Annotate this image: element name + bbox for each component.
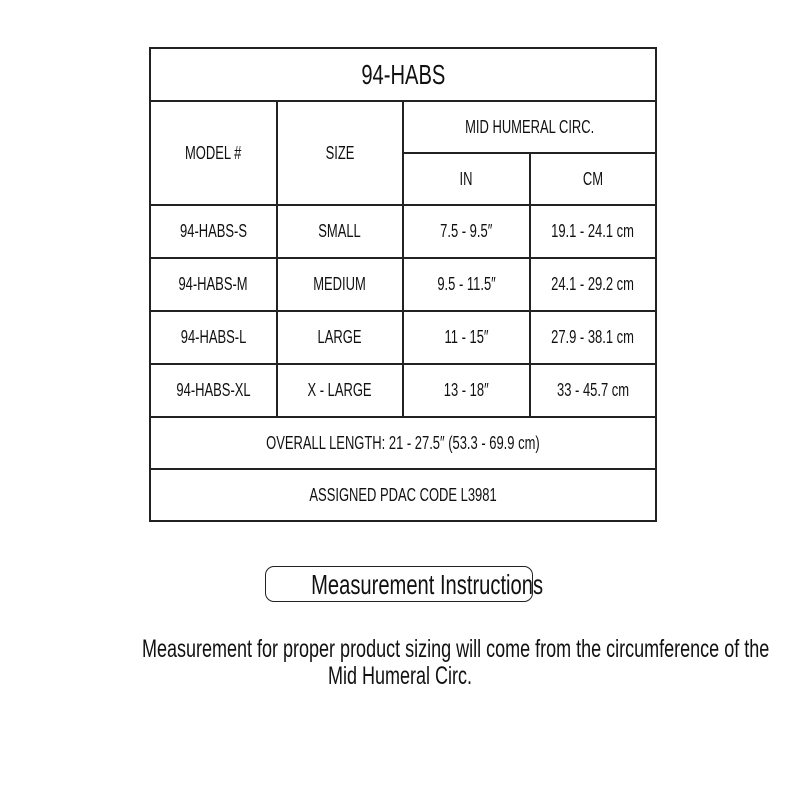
cell-model: 94-HABS-XL <box>149 363 278 418</box>
model-text: 94-HABS-XL <box>176 380 251 400</box>
header-size-text: SIZE <box>325 142 355 163</box>
header-group-text: MID HUMERAL CIRC. <box>464 116 595 137</box>
title-text: 94-HABS <box>360 58 446 90</box>
model-text: 94-HABS-L <box>180 327 247 347</box>
table-row: 94-HABS-L LARGE 11 - 15″ 27.9 - 38.1 cm <box>149 310 657 365</box>
table-row: 94-HABS-M MEDIUM 9.5 - 11.5″ 24.1 - 29.2… <box>149 257 657 312</box>
instructions-text: Measurement for proper product sizing wi… <box>20 636 780 690</box>
pdac-code: ASSIGNED PDAC CODE L3981 <box>149 468 657 522</box>
cell-in: 11 - 15″ <box>402 310 531 365</box>
header-model-text: MODEL # <box>185 142 242 163</box>
instructions-line-1: Measurement for proper product sizing wi… <box>141 635 770 663</box>
overall-length: OVERALL LENGTH: 21 - 27.5″ (53.3 - 69.9 … <box>149 416 657 470</box>
instructions-line-2: Mid Humeral Circ. <box>327 662 473 690</box>
table-row: 94-HABS-S SMALL 7.5 - 9.5″ 19.1 - 24.1 c… <box>149 204 657 259</box>
cell-size: SMALL <box>275 204 404 259</box>
header-mid-humeral: MID HUMERAL CIRC. <box>402 100 657 154</box>
cell-model: 94-HABS-S <box>149 204 278 259</box>
header-cm: CM <box>528 152 657 206</box>
table-title: 94-HABS <box>149 47 657 102</box>
measurement-instructions-text: Measurement Instructions <box>311 569 544 600</box>
cm-text: 27.9 - 38.1 cm <box>551 327 635 347</box>
in-text: 11 - 15″ <box>444 327 489 347</box>
model-text: 94-HABS-M <box>178 274 248 294</box>
header-model: MODEL # <box>149 100 278 206</box>
cell-cm: 33 - 45.7 cm <box>528 363 657 418</box>
cell-in: 7.5 - 9.5″ <box>402 204 531 259</box>
cm-text: 24.1 - 29.2 cm <box>551 274 635 294</box>
cell-cm: 24.1 - 29.2 cm <box>528 257 657 312</box>
size-text: X - LARGE <box>307 380 372 400</box>
cell-size: X - LARGE <box>275 363 404 418</box>
cm-text: 19.1 - 24.1 cm <box>551 221 635 241</box>
header-size: SIZE <box>275 100 404 206</box>
header-in: IN <box>402 152 531 206</box>
cell-cm: 19.1 - 24.1 cm <box>528 204 657 259</box>
measurement-instructions-label: Measurement Instructions <box>265 566 543 602</box>
sizing-table: 94-HABS MODEL # SIZE MID HUMERAL CIRC. I… <box>149 47 657 522</box>
cell-in: 13 - 18″ <box>402 363 531 418</box>
header-in-text: IN <box>459 168 473 189</box>
cell-size: MEDIUM <box>275 257 404 312</box>
size-text: MEDIUM <box>313 274 367 294</box>
header-cm-text: CM <box>582 168 603 189</box>
model-text: 94-HABS-S <box>179 221 247 241</box>
table-row: 94-HABS-XL X - LARGE 13 - 18″ 33 - 45.7 … <box>149 363 657 418</box>
cell-model: 94-HABS-L <box>149 310 278 365</box>
cm-text: 33 - 45.7 cm <box>556 380 629 400</box>
cell-in: 9.5 - 11.5″ <box>402 257 531 312</box>
pdac-code-text: ASSIGNED PDAC CODE L3981 <box>309 484 497 505</box>
size-text: LARGE <box>317 327 362 347</box>
cell-model: 94-HABS-M <box>149 257 278 312</box>
size-text: SMALL <box>318 221 362 241</box>
in-text: 9.5 - 11.5″ <box>437 274 496 294</box>
in-text: 7.5 - 9.5″ <box>440 221 493 241</box>
in-text: 13 - 18″ <box>443 380 489 400</box>
cell-size: LARGE <box>275 310 404 365</box>
overall-length-text: OVERALL LENGTH: 21 - 27.5″ (53.3 - 69.9 … <box>266 432 540 453</box>
cell-cm: 27.9 - 38.1 cm <box>528 310 657 365</box>
